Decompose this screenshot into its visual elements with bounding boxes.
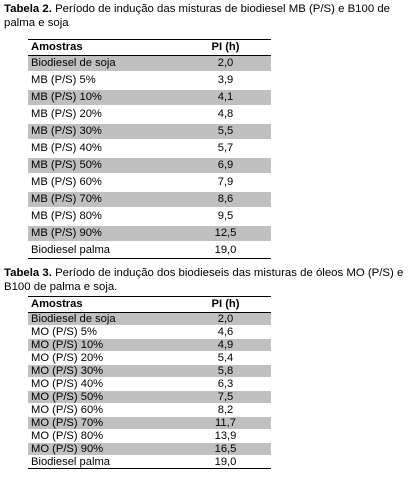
pi-cell: 5,5 <box>180 123 271 141</box>
pi-cell: 4,8 <box>180 106 271 124</box>
table-row: MB (P/S) 10% 4,1 <box>28 89 271 107</box>
pi-cell: 3,9 <box>180 72 271 90</box>
table-row: MB (P/S) 5% 3,9 <box>28 72 271 90</box>
pi-cell: 12,5 <box>180 225 271 243</box>
induction-table-mb: Amostras PI (h) Biodiesel de soja 2,0 MB … <box>28 39 271 259</box>
table-row: MO (P/S) 80% 13,9 <box>28 429 271 443</box>
table-row: Biodiesel palma 19,0 <box>28 455 271 469</box>
pi-cell: 6,3 <box>180 377 271 391</box>
pi-cell: 5,4 <box>180 351 271 365</box>
header-row: Amostras PI (h) <box>28 296 271 313</box>
table-row: Biodiesel palma 19,0 <box>28 242 271 259</box>
table2-caption: Tabela 2. Período de indução das mistura… <box>4 2 409 30</box>
table-row: MO (P/S) 50% 7,5 <box>28 390 271 404</box>
pi-cell: 7,9 <box>180 174 271 192</box>
table3-caption-text: Período de indução dos biodieseis das mi… <box>4 267 404 293</box>
sample-cell: MB (P/S) 50% <box>28 157 180 175</box>
table-row: MB (P/S) 80% 9,5 <box>28 208 271 226</box>
sample-cell: MB (P/S) 80% <box>28 208 180 226</box>
pi-cell: 7,5 <box>180 390 271 404</box>
sample-cell: MO (P/S) 70% <box>28 416 180 430</box>
induction-table-mo: Amostras PI (h) Biodiesel de soja 2,0 MO … <box>28 296 271 469</box>
table-row: MO (P/S) 30% 5,8 <box>28 364 271 378</box>
pi-cell: 19,0 <box>180 242 271 259</box>
col-header-pi: PI (h) <box>180 39 271 56</box>
table-row: MO (P/S) 5% 4,6 <box>28 325 271 339</box>
table-row: MB (P/S) 20% 4,8 <box>28 106 271 124</box>
sample-cell: MO (P/S) 90% <box>28 442 180 456</box>
pi-cell: 4,9 <box>180 338 271 352</box>
table3-caption-label: Tabela 3. <box>4 267 52 279</box>
sample-cell: MB (P/S) 70% <box>28 191 180 209</box>
sample-cell: MO (P/S) 40% <box>28 377 180 391</box>
sample-cell: MO (P/S) 60% <box>28 403 180 417</box>
table-row: MO (P/S) 40% 6,3 <box>28 377 271 391</box>
pi-cell: 8,6 <box>180 191 271 209</box>
pi-cell: 6,9 <box>180 157 271 175</box>
col-header-samples: Amostras <box>28 296 180 313</box>
table-row: Biodiesel de soja 2,0 <box>28 55 271 73</box>
table-row: MB (P/S) 70% 8,6 <box>28 191 271 209</box>
pi-cell: 2,0 <box>180 312 271 326</box>
sample-cell: Biodiesel de soja <box>28 55 180 73</box>
sample-cell: MO (P/S) 50% <box>28 390 180 404</box>
table-row: MO (P/S) 10% 4,9 <box>28 338 271 352</box>
pi-cell: 5,7 <box>180 140 271 158</box>
sample-cell: MO (P/S) 5% <box>28 325 180 339</box>
table-row: MB (P/S) 60% 7,9 <box>28 174 271 192</box>
sample-cell: MO (P/S) 30% <box>28 364 180 378</box>
table-row: MO (P/S) 20% 5,4 <box>28 351 271 365</box>
sample-cell: MB (P/S) 30% <box>28 123 180 141</box>
table-row: MO (P/S) 70% 11,7 <box>28 416 271 430</box>
col-header-pi: PI (h) <box>180 296 271 313</box>
table-row: MB (P/S) 40% 5,7 <box>28 140 271 158</box>
sample-cell: Biodiesel de soja <box>28 312 180 326</box>
sample-cell: MB (P/S) 20% <box>28 106 180 124</box>
table2-caption-label: Tabela 2. <box>4 3 52 15</box>
table-row: MB (P/S) 90% 12,5 <box>28 225 271 243</box>
table-row: MB (P/S) 50% 6,9 <box>28 157 271 175</box>
pi-cell: 9,5 <box>180 208 271 226</box>
sample-cell: Biodiesel palma <box>28 242 180 259</box>
table2-caption-text: Período de indução das misturas de biodi… <box>4 3 391 29</box>
pi-cell: 5,8 <box>180 364 271 378</box>
sample-cell: MO (P/S) 20% <box>28 351 180 365</box>
sample-cell: MB (P/S) 10% <box>28 89 180 107</box>
sample-cell: MB (P/S) 40% <box>28 140 180 158</box>
pi-cell: 4,6 <box>180 325 271 339</box>
table3-caption: Tabela 3. Período de indução dos biodies… <box>4 266 409 294</box>
header-row: Amostras PI (h) <box>28 39 271 56</box>
table-row: Biodiesel de soja 2,0 <box>28 312 271 326</box>
sample-cell: MB (P/S) 60% <box>28 174 180 192</box>
col-header-samples: Amostras <box>28 39 180 56</box>
sample-cell: MB (P/S) 5% <box>28 72 180 90</box>
pi-cell: 16,5 <box>180 442 271 456</box>
sample-cell: Biodiesel palma <box>28 455 180 469</box>
table-row: MO (P/S) 90% 16,5 <box>28 442 271 456</box>
pi-cell: 13,9 <box>180 429 271 443</box>
sample-cell: MB (P/S) 90% <box>28 225 180 243</box>
pi-cell: 4,1 <box>180 89 271 107</box>
pi-cell: 8,2 <box>180 403 271 417</box>
table-row: MO (P/S) 60% 8,2 <box>28 403 271 417</box>
pi-cell: 19,0 <box>180 455 271 469</box>
pi-cell: 2,0 <box>180 55 271 73</box>
pi-cell: 11,7 <box>180 416 271 430</box>
table-row: MB (P/S) 30% 5,5 <box>28 123 271 141</box>
sample-cell: MO (P/S) 80% <box>28 429 180 443</box>
sample-cell: MO (P/S) 10% <box>28 338 180 352</box>
